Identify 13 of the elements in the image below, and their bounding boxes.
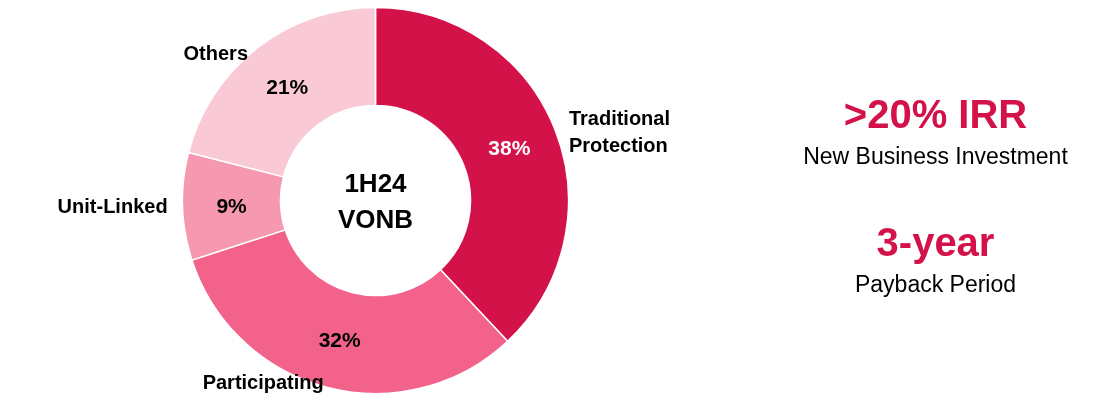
- text: 3-year: [876, 219, 995, 264]
- slice-label: Traditional Protection: [568, 107, 671, 156]
- text: 1H24 VONB: [337, 167, 414, 234]
- data-label: 38%: [488, 135, 531, 159]
- text: New Business Investment: [803, 142, 1069, 169]
- slice-label: Participating: [202, 370, 324, 393]
- data-label: 32%: [318, 328, 362, 352]
- text: >20% IRR: [843, 91, 1028, 136]
- data-label: 21%: [266, 75, 309, 99]
- data-label: 9%: [216, 193, 248, 217]
- slice-label: Unit-Linked: [57, 195, 168, 218]
- text: Payback Period: [854, 270, 1017, 297]
- slice-label: Others: [183, 41, 249, 64]
